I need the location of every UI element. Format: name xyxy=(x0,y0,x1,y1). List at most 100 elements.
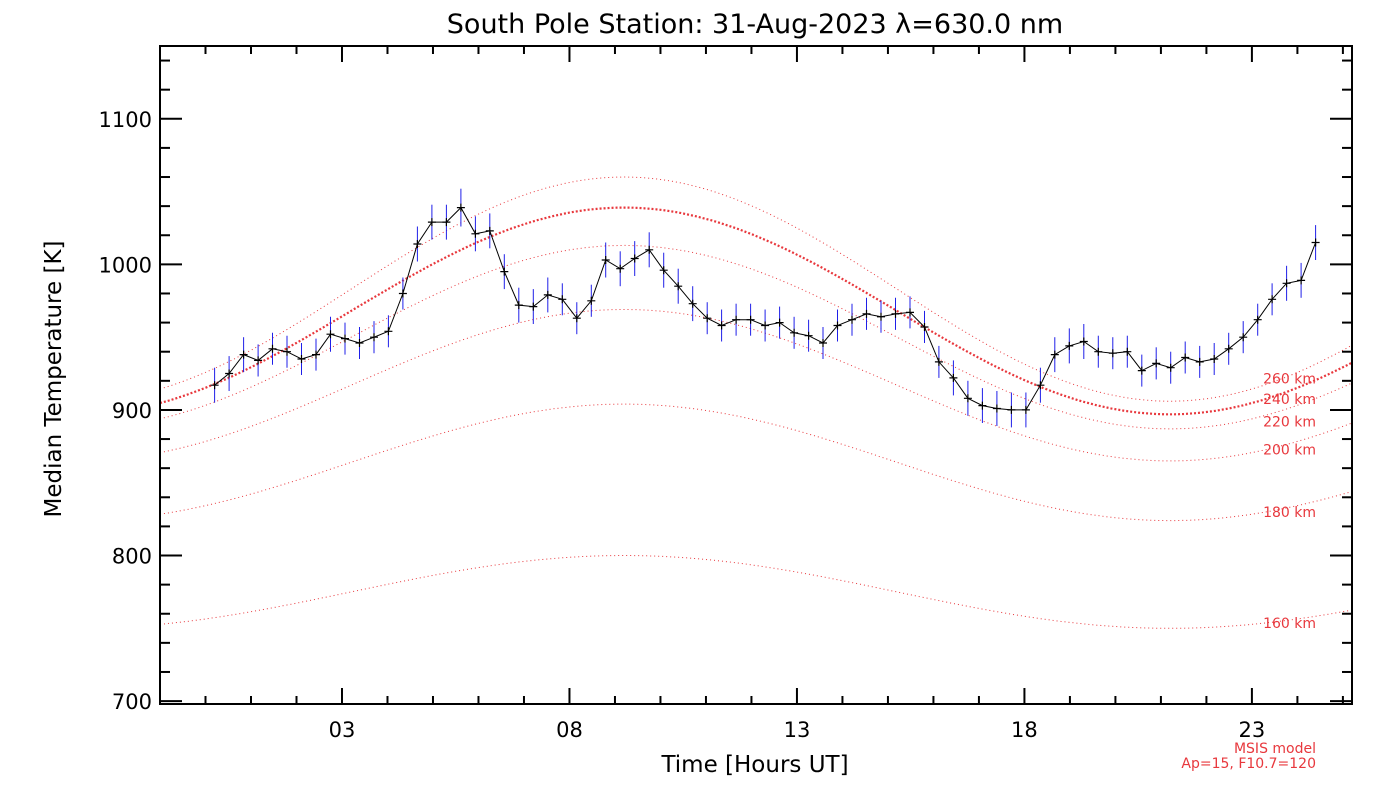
data-point xyxy=(1239,333,1248,342)
x-tick-label: 08 xyxy=(556,718,583,742)
model-curve-180-km xyxy=(159,403,1353,522)
x-tick-label: 23 xyxy=(1239,718,1266,742)
data-point xyxy=(485,226,494,235)
model-curve-220-km xyxy=(159,244,1353,430)
data-point xyxy=(413,240,422,248)
data-point xyxy=(819,339,827,347)
data-point xyxy=(674,282,683,291)
model-curve-200-km xyxy=(159,309,1353,462)
y-tick-label: 1000 xyxy=(99,253,152,277)
model-note-name: MSIS model xyxy=(1234,741,1316,757)
data-point xyxy=(833,321,842,330)
y-tick-label: 800 xyxy=(112,545,152,569)
data-point xyxy=(775,318,784,327)
data-point xyxy=(761,321,770,330)
data-point xyxy=(848,315,856,324)
data-point xyxy=(804,331,813,340)
measured-series xyxy=(210,188,1320,428)
data-point xyxy=(558,295,567,304)
data-point xyxy=(210,381,219,390)
data-point xyxy=(1297,276,1306,285)
data-point xyxy=(1282,279,1291,288)
data-point xyxy=(1253,315,1262,324)
model-curve-160-km xyxy=(159,555,1353,629)
data-point xyxy=(659,266,668,275)
data-point xyxy=(746,315,755,324)
data-point xyxy=(312,350,320,359)
model-curve-240-km xyxy=(159,206,1353,416)
data-point xyxy=(1224,344,1233,353)
data-point xyxy=(1065,341,1074,350)
measured-line xyxy=(214,206,1317,411)
data-point xyxy=(1137,366,1146,375)
model-curves xyxy=(159,176,1353,629)
altitude-label-160-km: 160 km xyxy=(1263,616,1316,632)
altitude-label-180-km: 180 km xyxy=(1263,505,1316,521)
data-point xyxy=(703,314,712,323)
data-point xyxy=(1021,405,1030,414)
data-point xyxy=(225,369,234,378)
data-point xyxy=(645,245,654,254)
data-point xyxy=(398,289,407,298)
data-point xyxy=(1210,355,1219,363)
y-tick-label: 700 xyxy=(112,690,152,714)
chart-title: South Pole Station: 31-Aug-2023 λ=630.0 … xyxy=(447,9,1063,40)
data-point xyxy=(920,323,929,331)
y-tick-label: 1100 xyxy=(99,108,152,132)
data-point xyxy=(1007,405,1016,414)
data-point xyxy=(572,314,581,323)
data-point xyxy=(877,312,885,321)
data-point xyxy=(297,355,306,363)
altitude-label-220-km: 220 km xyxy=(1263,414,1316,430)
data-point xyxy=(543,290,552,299)
data-point xyxy=(1152,359,1161,368)
data-point xyxy=(1050,350,1059,359)
model-curve-260-km xyxy=(159,176,1353,402)
data-point xyxy=(268,344,277,353)
data-point xyxy=(254,356,263,365)
data-point xyxy=(370,333,378,342)
data-point xyxy=(732,315,741,324)
altitude-label-240-km: 240 km xyxy=(1263,392,1316,408)
data-point xyxy=(341,334,349,343)
data-point xyxy=(1036,381,1045,390)
data-point xyxy=(978,401,987,410)
data-point xyxy=(1094,347,1103,356)
altitude-labels: 260 km 240 km 220 km 200 km 180 km 160 km xyxy=(1263,372,1316,632)
data-point xyxy=(442,218,451,227)
data-point xyxy=(630,254,639,263)
data-point xyxy=(326,330,335,339)
data-point xyxy=(616,264,625,273)
axes: 03 08 13 18 23 700 800 900 1000 1100 xyxy=(99,45,1353,742)
data-point xyxy=(992,404,1001,413)
data-point xyxy=(427,218,436,227)
data-point xyxy=(688,299,697,308)
data-point xyxy=(471,229,480,238)
data-point xyxy=(283,347,291,356)
data-point xyxy=(355,339,364,347)
altitude-label-260-km: 260 km xyxy=(1263,372,1316,388)
y-tick-label: 900 xyxy=(112,399,152,423)
data-point xyxy=(239,350,248,359)
data-point xyxy=(906,308,914,317)
plot-frame xyxy=(159,45,1353,705)
data-point xyxy=(601,256,610,264)
data-point xyxy=(384,327,393,336)
data-point xyxy=(862,309,871,318)
x-tick-label: 13 xyxy=(784,718,811,742)
data-point xyxy=(1166,363,1175,372)
x-axis-label: Time [Hours UT] xyxy=(660,752,848,778)
x-tick-label: 18 xyxy=(1011,718,1038,742)
data-point xyxy=(1079,337,1088,346)
data-point xyxy=(1311,238,1320,247)
data-point xyxy=(1268,295,1277,304)
altitude-label-200-km: 200 km xyxy=(1263,443,1316,459)
data-point xyxy=(1108,349,1117,358)
x-tick-label: 03 xyxy=(329,718,356,742)
data-point xyxy=(456,203,465,212)
data-point xyxy=(717,321,726,330)
data-point xyxy=(891,309,900,318)
data-point xyxy=(529,302,538,311)
data-point xyxy=(500,267,509,276)
